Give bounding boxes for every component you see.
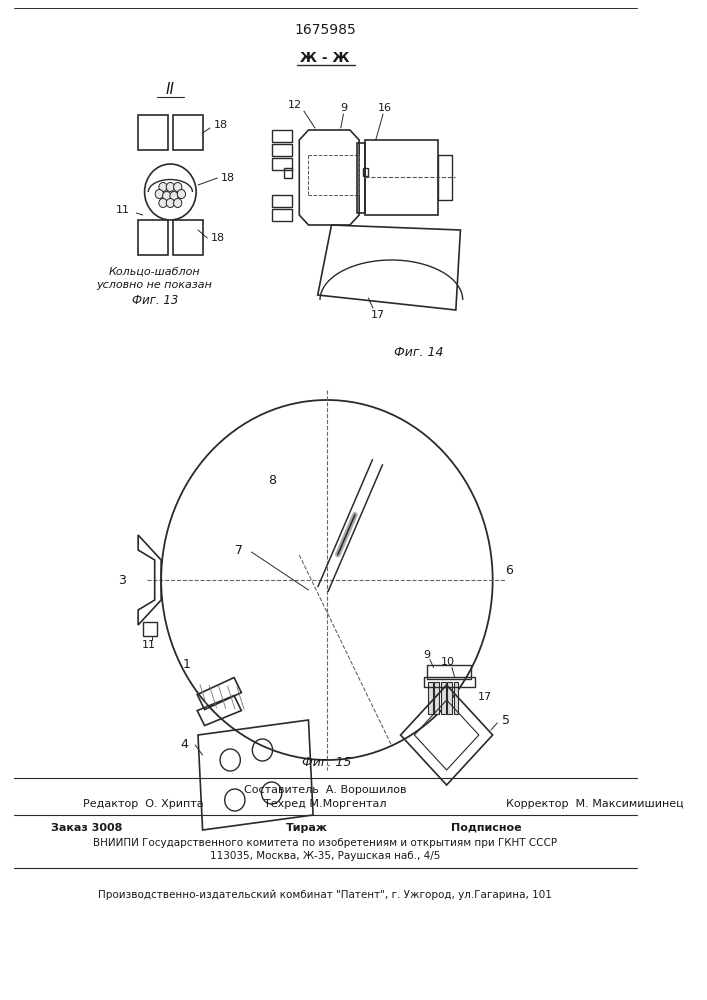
Text: 17: 17: [478, 692, 492, 702]
Bar: [448, 682, 452, 714]
Text: 11: 11: [142, 640, 156, 650]
Text: 113035, Москва, Ж-35, Раушская наб., 4/5: 113035, Москва, Ж-35, Раушская наб., 4/5: [210, 851, 440, 861]
Circle shape: [155, 190, 163, 198]
Text: ВНИИПИ Государственного комитета по изобретениям и открытиям при ГКНТ СССР: ВНИИПИ Государственного комитета по изоб…: [93, 838, 557, 848]
Text: 17: 17: [370, 310, 385, 320]
Bar: [173, 220, 203, 255]
Circle shape: [166, 182, 175, 192]
Bar: [454, 682, 458, 714]
Text: условно не показан: условно не показан: [97, 280, 213, 290]
Text: 7: 7: [235, 544, 243, 556]
Text: Фиг. 13: Фиг. 13: [132, 294, 178, 306]
Circle shape: [170, 192, 178, 200]
Text: 6: 6: [506, 564, 513, 576]
Text: Техред М.Моргентал: Техред М.Моргентал: [264, 799, 386, 809]
Circle shape: [177, 190, 185, 198]
Circle shape: [174, 198, 182, 208]
Bar: [357, 143, 365, 213]
Bar: [441, 682, 445, 714]
Text: 18: 18: [221, 173, 235, 183]
Circle shape: [166, 198, 175, 208]
Bar: [271, 130, 292, 142]
Text: 18: 18: [211, 233, 226, 243]
Text: Тираж: Тираж: [286, 823, 327, 833]
Text: Заказ 3008: Заказ 3008: [51, 823, 122, 833]
Bar: [271, 209, 292, 221]
Text: 8: 8: [268, 474, 276, 487]
Bar: [271, 158, 292, 170]
Text: 11: 11: [115, 205, 129, 215]
Text: Ж - Ж: Ж - Ж: [300, 51, 350, 65]
Bar: [428, 682, 433, 714]
Text: Фиг. 15: Фиг. 15: [302, 756, 351, 768]
Text: II: II: [166, 83, 175, 98]
Bar: [138, 220, 168, 255]
Text: 12: 12: [288, 100, 302, 110]
Bar: [143, 622, 156, 636]
Text: 16: 16: [378, 103, 392, 113]
Bar: [271, 195, 292, 207]
Text: Производственно-издательский комбинат "Патент", г. Ужгород, ул.Гагарина, 101: Производственно-издательский комбинат "П…: [98, 890, 552, 900]
Bar: [424, 677, 475, 687]
Bar: [271, 144, 292, 156]
Circle shape: [159, 182, 167, 192]
Bar: [363, 168, 368, 176]
Text: Подписное: Подписное: [451, 823, 522, 833]
Text: Составитель  А. Ворошилов: Составитель А. Ворошилов: [244, 785, 407, 795]
Text: 10: 10: [441, 657, 455, 667]
Text: 1675985: 1675985: [294, 23, 356, 37]
Bar: [435, 682, 439, 714]
Bar: [427, 665, 472, 679]
Text: 5: 5: [503, 714, 510, 726]
Text: 9: 9: [340, 103, 347, 113]
Text: 4: 4: [180, 738, 188, 752]
Text: 3: 3: [117, 574, 125, 586]
Bar: [138, 115, 168, 150]
Text: Фиг. 14: Фиг. 14: [395, 346, 444, 359]
Text: 18: 18: [214, 120, 228, 130]
Text: 9: 9: [423, 650, 431, 660]
Text: Корректор  М. Максимишинец: Корректор М. Максимишинец: [506, 799, 684, 809]
Text: Кольцо-шаблон: Кольцо-шаблон: [109, 267, 201, 277]
Bar: [365, 140, 438, 215]
Bar: [173, 115, 203, 150]
Text: 1: 1: [182, 658, 190, 671]
Circle shape: [174, 182, 182, 192]
Circle shape: [163, 192, 171, 200]
Bar: [438, 155, 452, 200]
Text: Редактор  О. Хрипта: Редактор О. Хрипта: [83, 799, 204, 809]
Bar: [284, 168, 292, 178]
Circle shape: [159, 198, 167, 208]
